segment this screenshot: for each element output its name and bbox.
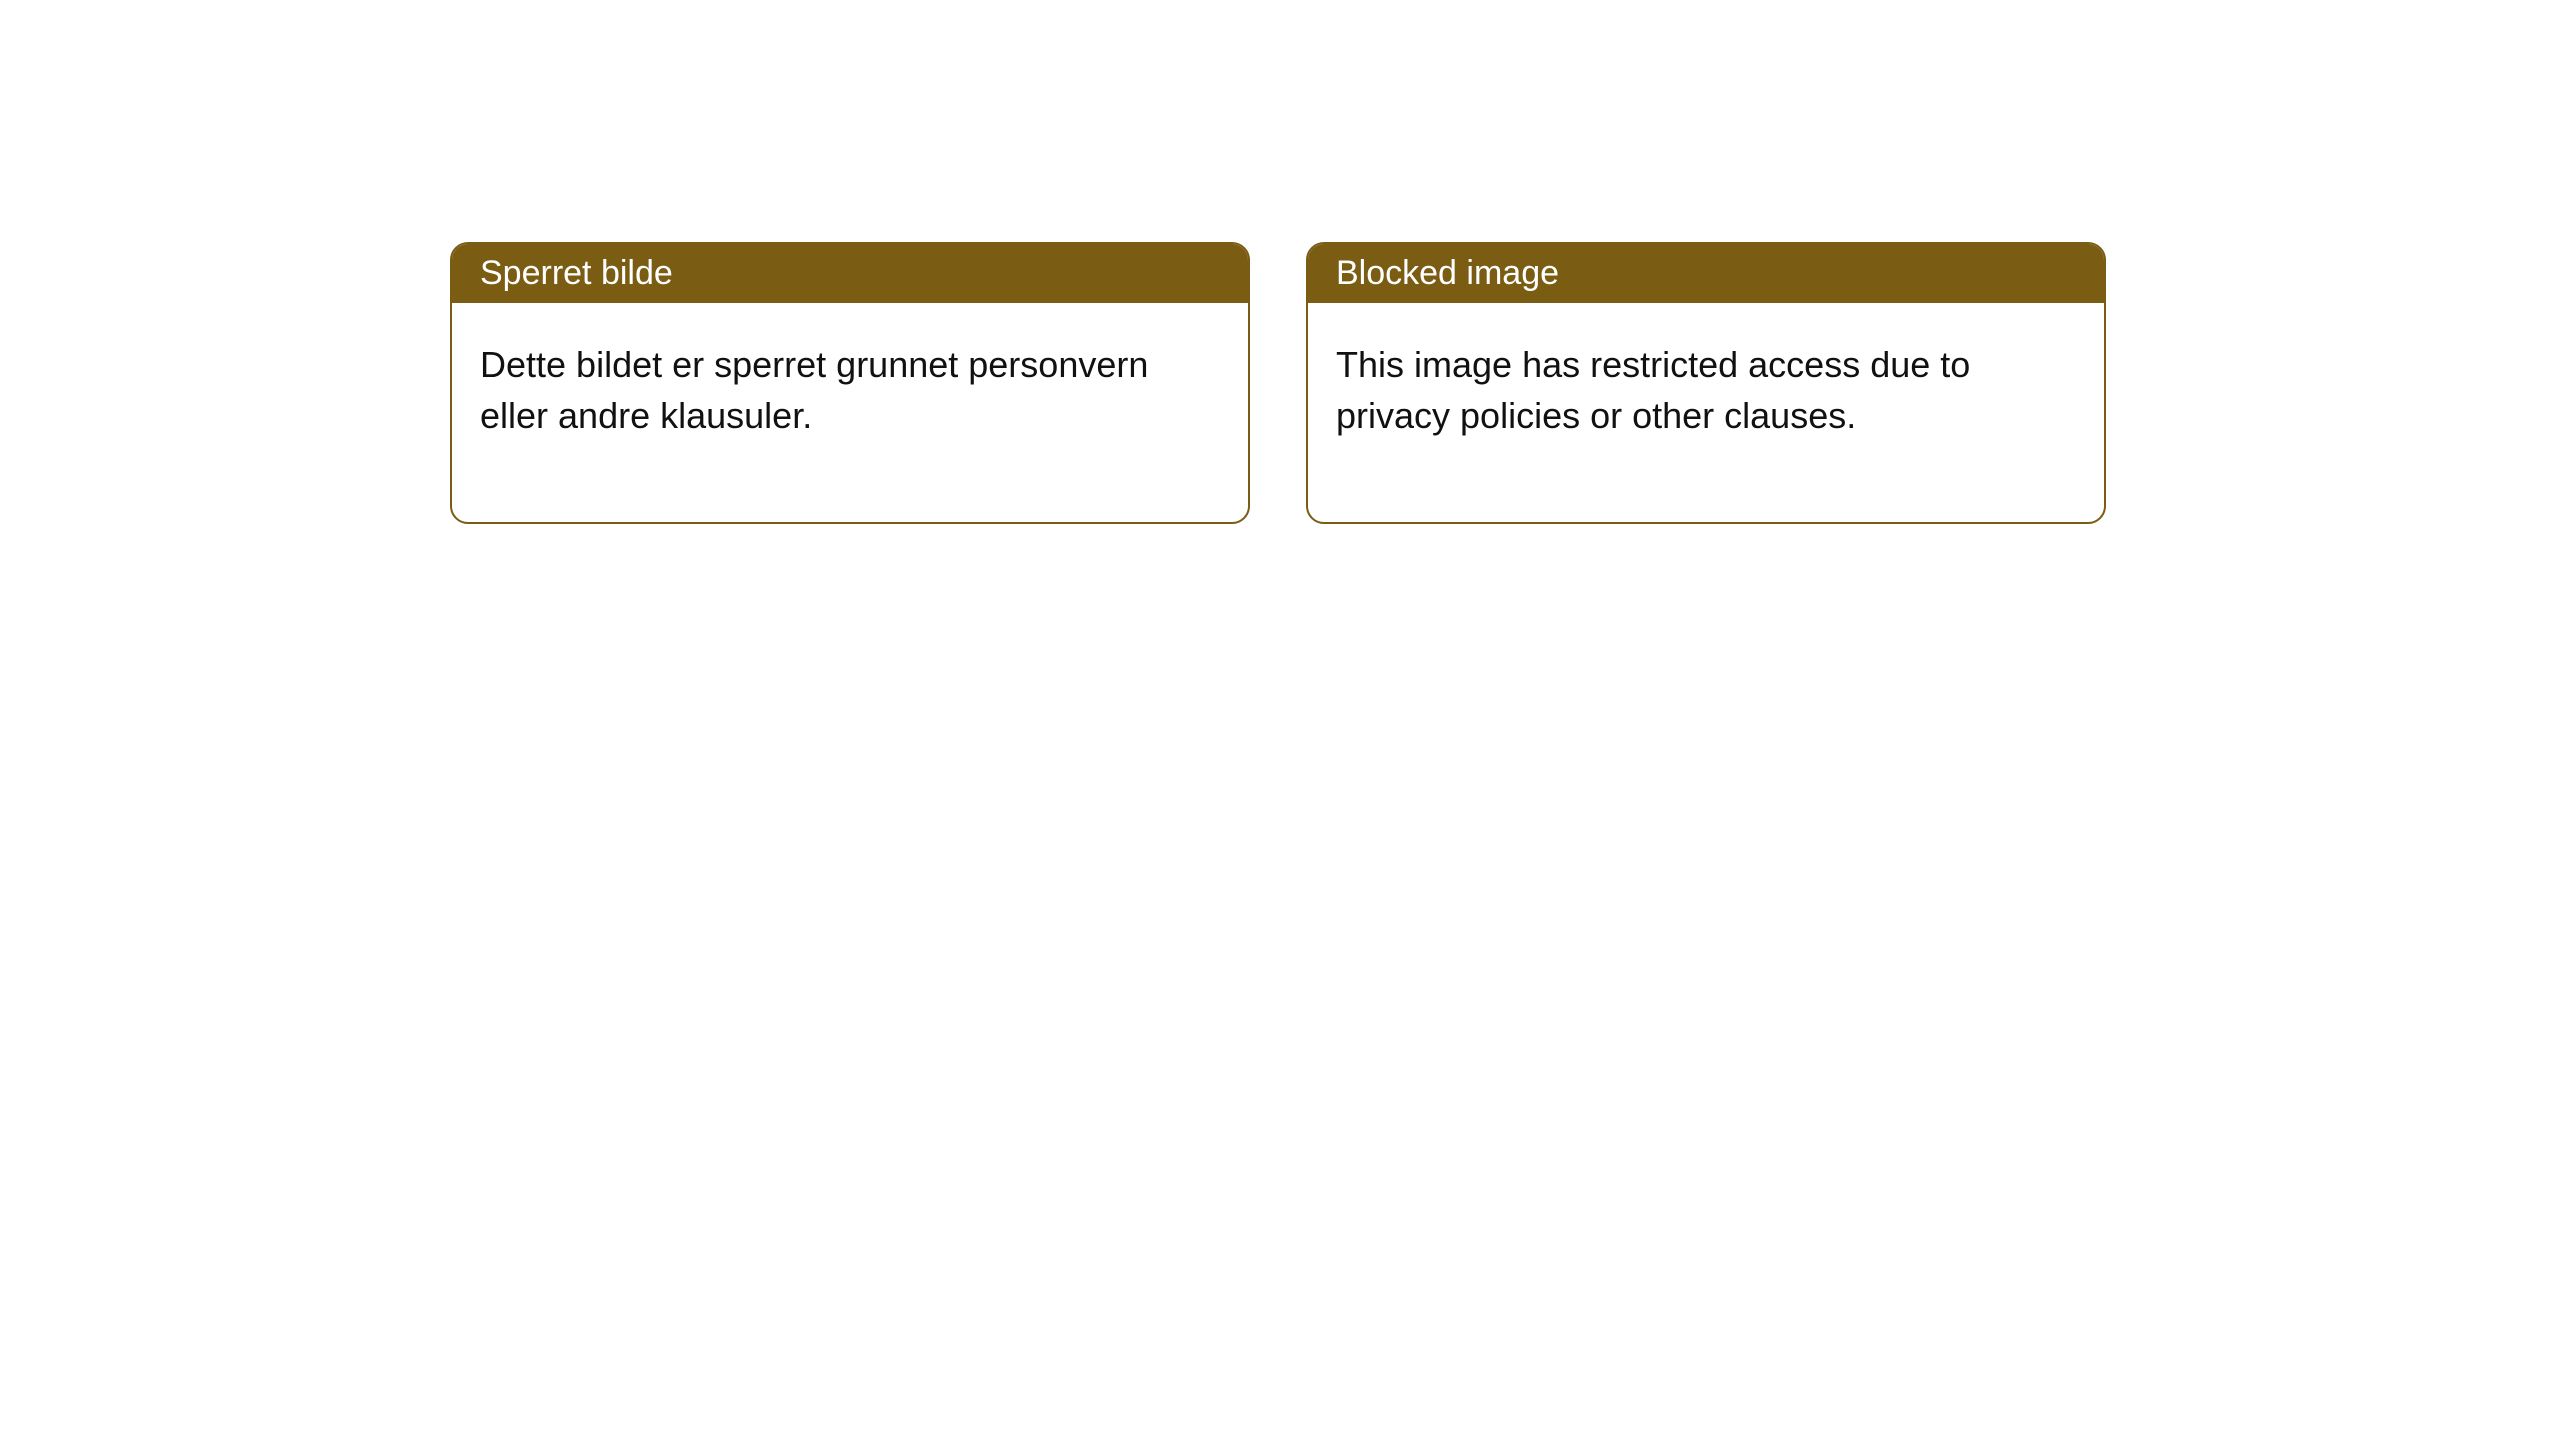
card-title: Blocked image [1336,254,1559,292]
card-body: This image has restricted access due to … [1308,303,2104,522]
notice-container: Sperret bilde Dette bildet er sperret gr… [0,0,2560,524]
card-header: Blocked image [1308,244,2104,303]
blocked-image-card-norwegian: Sperret bilde Dette bildet er sperret gr… [450,242,1250,524]
blocked-image-card-english: Blocked image This image has restricted … [1306,242,2106,524]
card-message: This image has restricted access due to … [1336,344,1970,436]
card-title: Sperret bilde [480,254,673,292]
card-body: Dette bildet er sperret grunnet personve… [452,303,1248,522]
card-message: Dette bildet er sperret grunnet personve… [480,344,1148,436]
card-header: Sperret bilde [452,244,1248,303]
